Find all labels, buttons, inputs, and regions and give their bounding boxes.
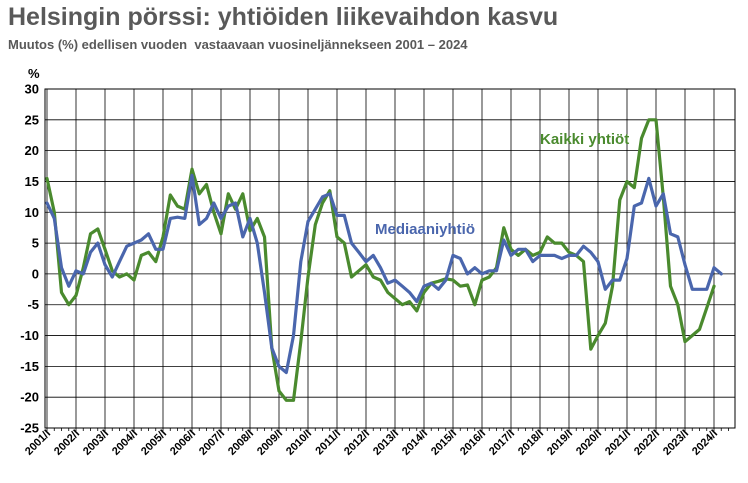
- x-tick-label: 2002/I: [52, 428, 82, 458]
- x-tick-label: 2003/I: [81, 428, 111, 458]
- y-tick-label: 15: [25, 174, 39, 189]
- plot-frame: [44, 88, 736, 429]
- y-tick-label: 5: [32, 236, 39, 251]
- x-tick-label: 2015/I: [429, 428, 459, 458]
- x-tick-label: 2023/I: [661, 428, 691, 458]
- y-tick-label: 20: [25, 143, 39, 158]
- chart-subtitle: Muutos (%) edellisen vuoden vastaavaan v…: [8, 37, 468, 52]
- x-tick-label: 2012/I: [342, 428, 372, 458]
- y-tick-label: -20: [20, 390, 39, 405]
- x-tick-label: 2010/I: [284, 428, 314, 458]
- x-tick-label: 2016/I: [458, 428, 488, 458]
- x-tick-label: 2014/I: [400, 428, 430, 458]
- x-tick-label: 2005/I: [139, 428, 169, 458]
- series-label-mediaaniyhtio: Mediaaniyhtiö: [375, 221, 475, 238]
- y-tick-label: 25: [25, 112, 39, 127]
- x-tick-label: 2019/I: [545, 428, 575, 458]
- x-tick-label: 2017/I: [487, 428, 517, 458]
- x-tick-label: 2006/I: [168, 428, 198, 458]
- y-tick-label: -10: [20, 328, 39, 343]
- y-axis-labels: 30 25 20 15 10 5 0 -5 -10 -15 -20 -25: [20, 82, 39, 436]
- grid: [44, 88, 736, 431]
- y-axis-unit: %: [28, 66, 40, 81]
- series-line: [45, 118, 716, 402]
- x-tick-label: 2004/I: [110, 428, 140, 458]
- x-axis-labels: 2001/I2002/I2003/I2004/I2005/I2006/I2007…: [23, 428, 720, 458]
- y-tick-label: -5: [27, 297, 39, 312]
- x-tick-label: 2013/I: [371, 428, 401, 458]
- x-tick-label: 2007/I: [197, 428, 227, 458]
- y-tick-label: 30: [25, 82, 39, 97]
- series-line: [45, 173, 723, 375]
- y-tick-label: 10: [25, 205, 39, 220]
- x-tick-label: 2021/I: [603, 428, 633, 458]
- chart-title: Helsingin pörssi: yhtiöiden liikevaihdon…: [8, 3, 559, 31]
- y-tick-label: -25: [20, 421, 39, 436]
- x-tick-label: 2020/I: [574, 428, 604, 458]
- x-tick-label: 2008/I: [226, 428, 256, 458]
- x-tick-label: 2009/I: [255, 428, 285, 458]
- x-tick-label: 2011/I: [313, 428, 343, 458]
- x-tick-label: 2018/I: [516, 428, 546, 458]
- series-lines: [45, 118, 723, 402]
- x-tick-label: 2024/I: [690, 428, 720, 458]
- y-tick-label: 0: [32, 266, 39, 281]
- x-tick-label: 2022/I: [632, 428, 662, 458]
- series-label-kaikki-yhtiot: Kaikki yhtiöt: [540, 131, 629, 148]
- y-tick-label: -15: [20, 359, 39, 374]
